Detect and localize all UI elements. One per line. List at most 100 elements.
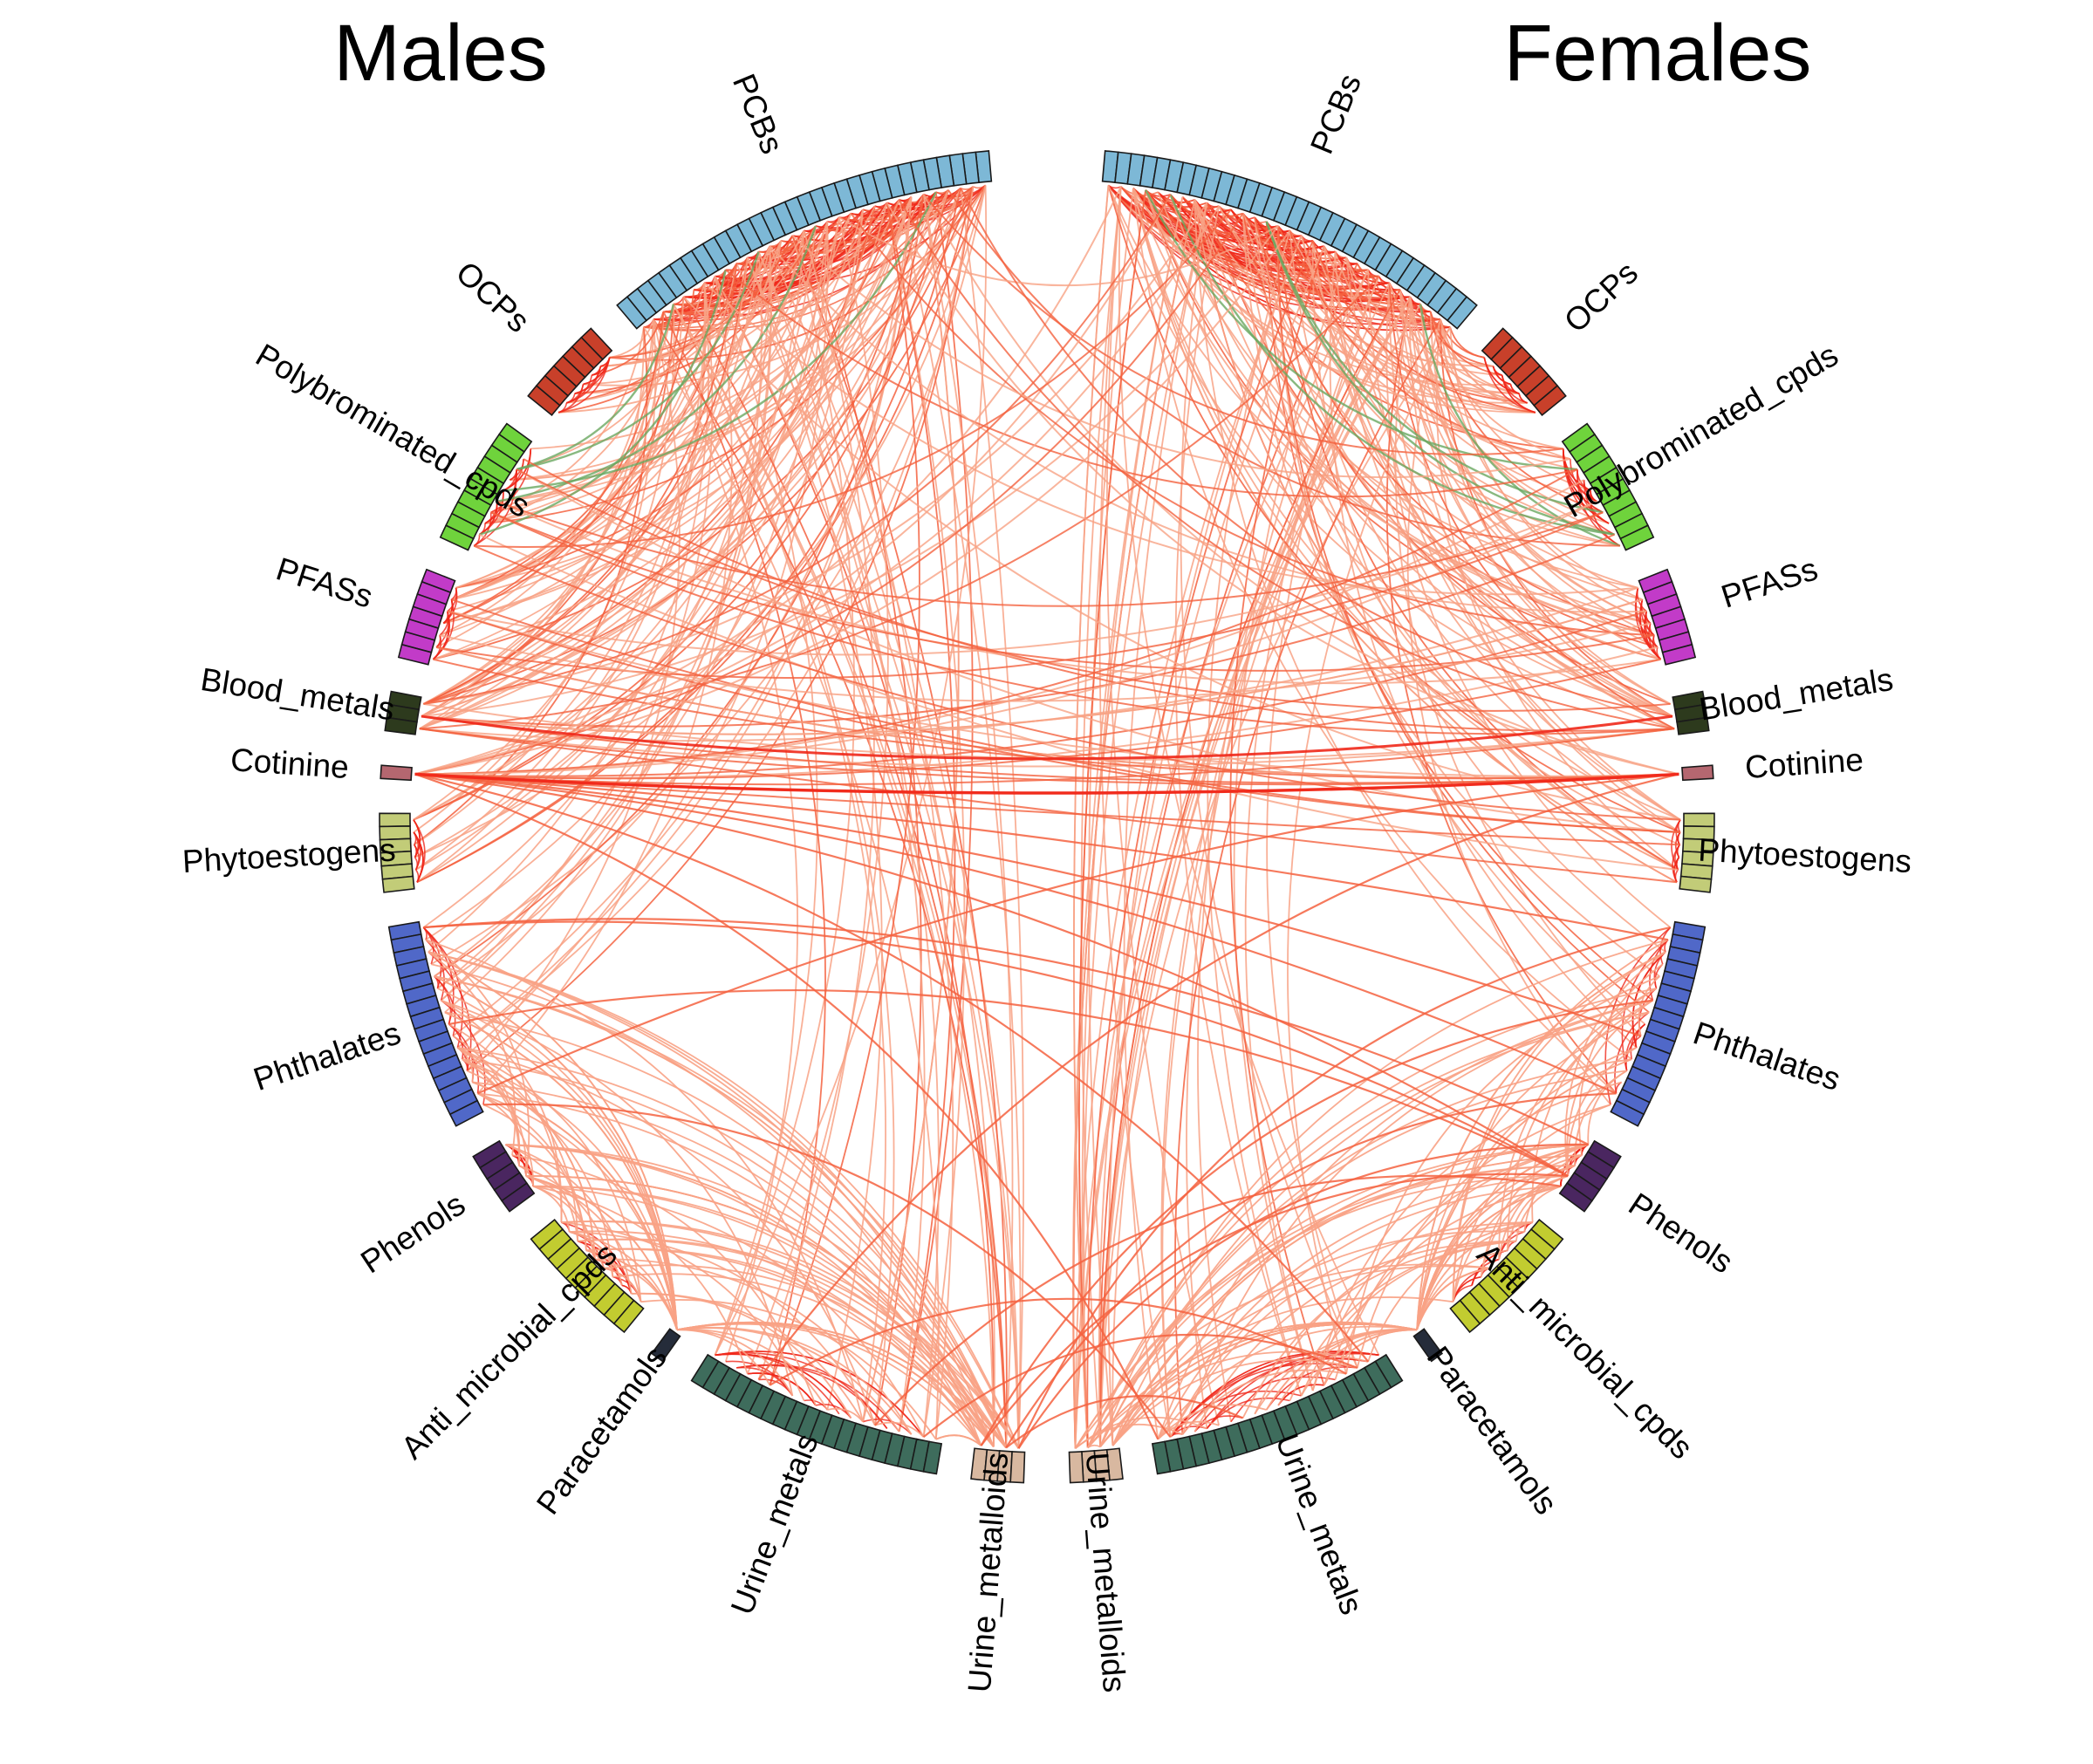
males-phenols-label: Phenols [354,1186,471,1280]
males-link [516,283,706,470]
females-link [1483,357,1520,394]
males-link [462,1058,995,1447]
males-negative-link [503,191,937,492]
males-link [441,999,563,1223]
males-pcbs-cell [679,250,709,285]
males-link [427,951,1020,1449]
males-link [422,926,455,1025]
males-link [862,194,960,1422]
males-pcbs-cell [636,279,667,314]
males-phenols-cell [479,1151,514,1180]
males-ocps-cell [527,385,561,416]
cross-panel-link [482,1103,1172,1438]
females-link [1311,240,1536,414]
males-urine-metals-cell [858,1426,881,1461]
males-phthalates-cell [395,958,431,980]
females-link [1145,189,1673,717]
males-link [437,988,678,1330]
males-link [715,1352,888,1429]
cross-panel-link [414,773,1370,1363]
males-urine-metals-cell [760,1390,787,1426]
females-link [1087,1144,1589,1448]
males-link [441,999,794,1397]
males-link [533,1185,925,1438]
females-link [1107,235,1303,1446]
females-link [1676,844,1680,858]
males-pcbs-cell [748,211,776,247]
males-polybrominated-cpds-cell [490,433,525,463]
males-pcbs-cell [657,263,688,299]
males-link [532,1185,571,1233]
males-link [490,240,783,514]
males-anti-microbial-cpds-cell [538,1228,572,1261]
males-polybrominated-cpds-cell [463,477,498,507]
females-polybrominated-cpds-label: Polybrominated_cpds [1558,337,1844,524]
females-link [1241,1240,1516,1419]
males-pcbs-cell [783,195,810,231]
males-urine-metals-cell [690,1353,720,1389]
males-link [505,1144,633,1295]
males-link [676,1322,995,1447]
females-link [1157,1404,1267,1440]
males-link [414,283,706,846]
males-link [443,191,937,625]
males-phthalates-cell [409,1006,445,1030]
males-urine-metals-cell [771,1395,798,1431]
females-link [1107,185,1651,625]
males-link [422,297,685,705]
males-phthalates-cell [422,1042,458,1068]
females-link [1334,251,1421,305]
females-link [1181,999,1653,1435]
males-link [484,213,852,524]
cross-panel-link [414,773,1159,1440]
males-link [791,235,1008,1448]
females-link [1107,185,1681,833]
males-urine-metals-cell [820,1414,845,1450]
males-link [653,318,1008,1448]
females-link [1489,1258,1500,1268]
males-link [714,276,1020,1449]
males-link [413,194,925,821]
males-link [451,587,457,600]
males-link [747,1372,817,1406]
males-urine-metalloids-cell [1009,1451,1026,1484]
females-link [1169,1350,1379,1438]
females-link [1329,251,1638,1049]
males-pcbs-cell [735,217,764,253]
females-link [1289,230,1681,833]
females-link [1123,202,1208,1439]
females-link [1492,366,1502,376]
males-polybrominated-cpds-cell [483,444,518,475]
males-blood-metals-cell [386,703,421,723]
males-urine-metals-label: Urine_metals [724,1429,825,1619]
females-pcbs-cell [1446,296,1478,330]
females-link [1074,304,1421,1449]
females-urine-metals-label: Urine_metals [1269,1429,1370,1619]
females-link [1419,304,1494,367]
females-link [1132,188,1655,636]
males-link [594,1258,678,1330]
males-polybrominated-cpds-cell [450,501,486,529]
males-phthalates-cell [406,994,441,1018]
males-urine-metals-cell [701,1360,731,1396]
males-link [815,205,876,229]
males-ocps-cell [561,345,595,379]
males-paracetamols-cell [650,1328,681,1363]
males-link [922,194,1014,1448]
males-phthalates-cell [432,1065,468,1092]
males-link [757,230,875,1380]
males-link [603,1267,642,1302]
males-link [431,963,982,1446]
females-link [1111,1154,1582,1446]
males-urine-metals-cell [796,1405,822,1440]
males-polybrominated-cpds-cell [456,489,492,517]
males-negative-link [496,225,817,503]
females-link [1311,240,1675,730]
males-link [505,1144,995,1447]
males-link [569,1230,982,1446]
males-link [569,1231,623,1286]
males-link [757,251,926,1432]
males-link [427,951,678,1330]
males-phytoestogens-cell [379,812,411,828]
cross-panel-link [414,229,1291,776]
